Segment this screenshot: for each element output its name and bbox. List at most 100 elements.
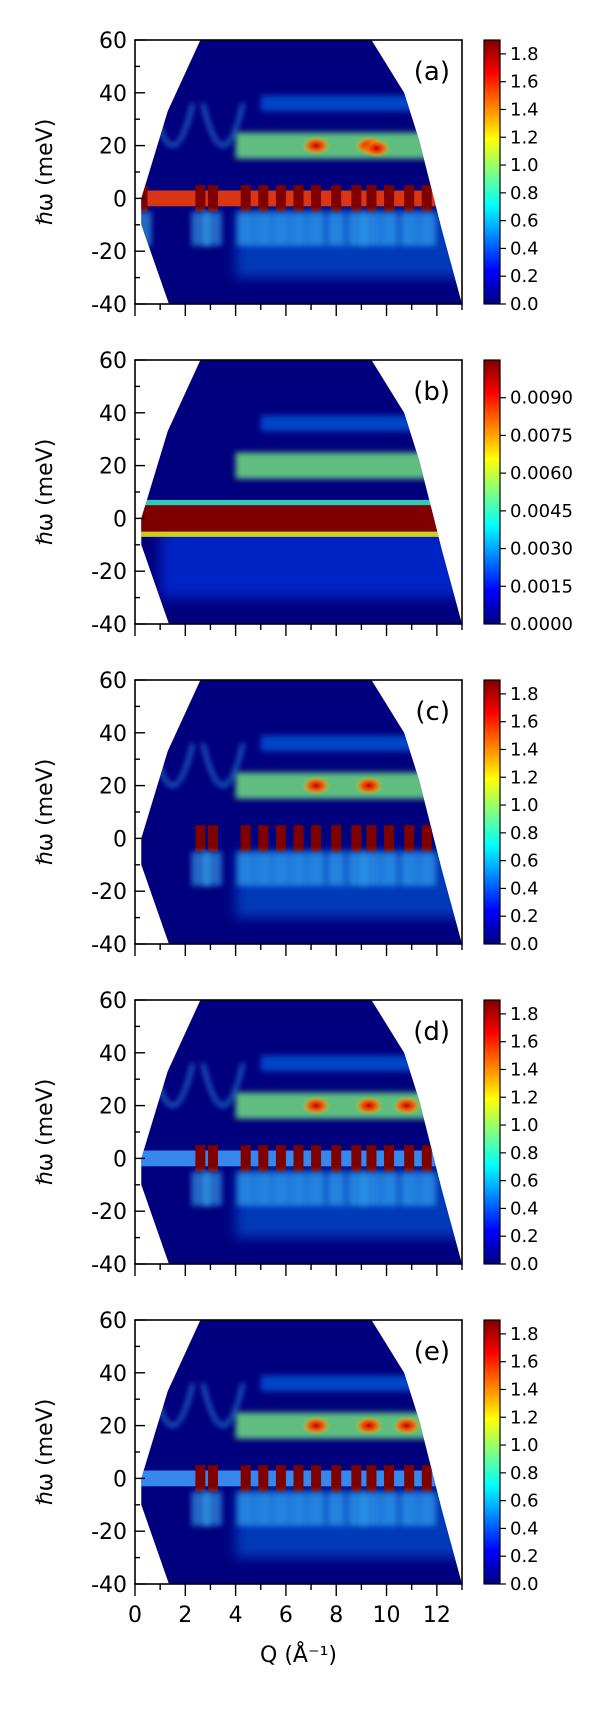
colorbar-tick-label: 1.6 bbox=[510, 1352, 539, 1373]
intensity-hot-spot bbox=[302, 136, 331, 155]
bragg-peak bbox=[207, 825, 218, 852]
bragg-peak bbox=[421, 1465, 432, 1492]
colorbar-tick-label: 1.6 bbox=[510, 712, 539, 733]
bragg-peak bbox=[293, 1145, 304, 1172]
bragg-tail bbox=[417, 211, 436, 246]
bragg-tail bbox=[236, 1171, 255, 1206]
bragg-tail bbox=[254, 211, 273, 246]
bragg-tail bbox=[141, 211, 152, 246]
colorbar-tick-label: 0.8 bbox=[510, 823, 539, 844]
bragg-peak bbox=[421, 1145, 432, 1172]
bragg-tail bbox=[417, 851, 436, 886]
phonon-band bbox=[260, 1055, 437, 1072]
x-tick-label: 10 bbox=[373, 1603, 401, 1628]
colorbar-tick-label: 0.0060 bbox=[510, 463, 573, 484]
y-tick-label: -40 bbox=[91, 933, 127, 958]
bragg-peak bbox=[366, 825, 377, 852]
bragg-peak bbox=[311, 825, 322, 852]
bragg-tail bbox=[236, 1491, 255, 1526]
bragg-peak bbox=[240, 1145, 251, 1172]
y-tick-label: -20 bbox=[91, 240, 127, 265]
x-tick-label: 4 bbox=[229, 1603, 243, 1628]
colorbar bbox=[483, 679, 501, 945]
dispersion-arc bbox=[201, 1063, 245, 1108]
bragg-peak bbox=[384, 825, 395, 852]
x-tick-label: 6 bbox=[279, 1603, 293, 1628]
y-tick-label: 20 bbox=[99, 775, 127, 800]
colorbar-tick-label: 0.6 bbox=[510, 1171, 539, 1192]
bragg-tail bbox=[203, 211, 222, 246]
bragg-tail bbox=[254, 1171, 273, 1206]
y-tick-label: 0 bbox=[113, 187, 127, 212]
bragg-tail bbox=[289, 1171, 308, 1206]
bragg-tail bbox=[327, 851, 346, 886]
y-tick-label: 40 bbox=[99, 1042, 127, 1067]
colorbar-tick-label: 0.4 bbox=[510, 1518, 539, 1539]
y-axis-title: ℏω (meV) bbox=[33, 1079, 58, 1186]
bragg-peak bbox=[404, 825, 415, 852]
y-tick-label: 20 bbox=[99, 135, 127, 160]
bragg-tail bbox=[417, 1171, 436, 1206]
colorbar-tick-label: 1.4 bbox=[510, 1379, 539, 1400]
panel-b: 60 40 20 0 -20 -40 ℏω (meV) (b) 0.0090 0.0075 0.00… bbox=[33, 349, 573, 638]
phonon-band bbox=[235, 772, 437, 799]
bragg-peak bbox=[207, 1465, 218, 1492]
elastic-line bbox=[141, 505, 462, 532]
colorbar-tick-label: 0.6 bbox=[510, 211, 539, 232]
colorbar-tick-label: 0.4 bbox=[510, 1198, 539, 1219]
bragg-peak bbox=[404, 1145, 415, 1172]
bragg-tail bbox=[236, 851, 255, 886]
bragg-peak bbox=[275, 1145, 286, 1172]
colorbar-tick-label: 0.0 bbox=[510, 1254, 539, 1275]
bragg-peak bbox=[384, 1465, 395, 1492]
colorbar-tick-label: 0.6 bbox=[510, 851, 539, 872]
bragg-tail bbox=[380, 1491, 399, 1526]
y-tick-label: 60 bbox=[99, 1309, 127, 1334]
y-tick-label: 60 bbox=[99, 349, 127, 374]
panel-label: (e) bbox=[414, 1337, 450, 1367]
intensity-hot-spot bbox=[302, 1096, 331, 1115]
bragg-peak bbox=[404, 185, 415, 212]
bragg-peak bbox=[207, 1145, 218, 1172]
bragg-peak bbox=[331, 1465, 342, 1492]
bragg-tail bbox=[254, 1491, 273, 1526]
y-tick-label: -20 bbox=[91, 1200, 127, 1225]
y-axis-title: ℏω (meV) bbox=[33, 439, 58, 546]
colorbar-tick-label: 1.8 bbox=[510, 44, 539, 65]
bragg-peak bbox=[275, 1465, 286, 1492]
y-tick-label: -20 bbox=[91, 560, 127, 585]
y-tick-label: 0 bbox=[113, 827, 127, 852]
bragg-tail bbox=[203, 851, 222, 886]
bragg-peak bbox=[293, 825, 304, 852]
bragg-tail bbox=[347, 1491, 366, 1526]
bragg-tail bbox=[271, 1491, 290, 1526]
colorbar-tick-label: 0.0000 bbox=[510, 614, 573, 635]
bragg-tail bbox=[271, 1171, 290, 1206]
phonon-band bbox=[260, 1375, 437, 1392]
bragg-peak bbox=[311, 185, 322, 212]
bragg-peak bbox=[331, 185, 342, 212]
bragg-peak bbox=[351, 1145, 362, 1172]
colorbar-tick-label: 1.2 bbox=[510, 1407, 539, 1428]
bragg-tail bbox=[400, 211, 419, 246]
y-tick-label: -40 bbox=[91, 1253, 127, 1278]
panel-c: 60 40 20 0 -20 -40 ℏω (meV) (c) 1.8 1.6 1.4 1.2 1.0 0… bbox=[33, 669, 539, 958]
colorbar-tick-label: 1.8 bbox=[510, 1004, 539, 1025]
y-tick-label: 60 bbox=[99, 29, 127, 54]
bragg-peak bbox=[351, 185, 362, 212]
intensity-hot-spot bbox=[302, 1416, 331, 1435]
y-tick-label: 40 bbox=[99, 722, 127, 747]
bragg-tail bbox=[380, 211, 399, 246]
y-tick-label: 40 bbox=[99, 82, 127, 107]
colorbar-tick-label: 0.4 bbox=[510, 238, 539, 259]
bragg-peak bbox=[384, 1145, 395, 1172]
bragg-peak bbox=[366, 185, 377, 212]
y-tick-label: 20 bbox=[99, 1415, 127, 1440]
bragg-peak bbox=[240, 1465, 251, 1492]
bragg-tail bbox=[307, 1171, 326, 1206]
colorbar-tick-label: 0.0030 bbox=[510, 539, 573, 560]
bragg-peak bbox=[258, 1465, 269, 1492]
y-tick-label: 40 bbox=[99, 402, 127, 427]
intensity-hot-spot bbox=[354, 1416, 383, 1435]
dispersion-arc bbox=[201, 743, 245, 788]
